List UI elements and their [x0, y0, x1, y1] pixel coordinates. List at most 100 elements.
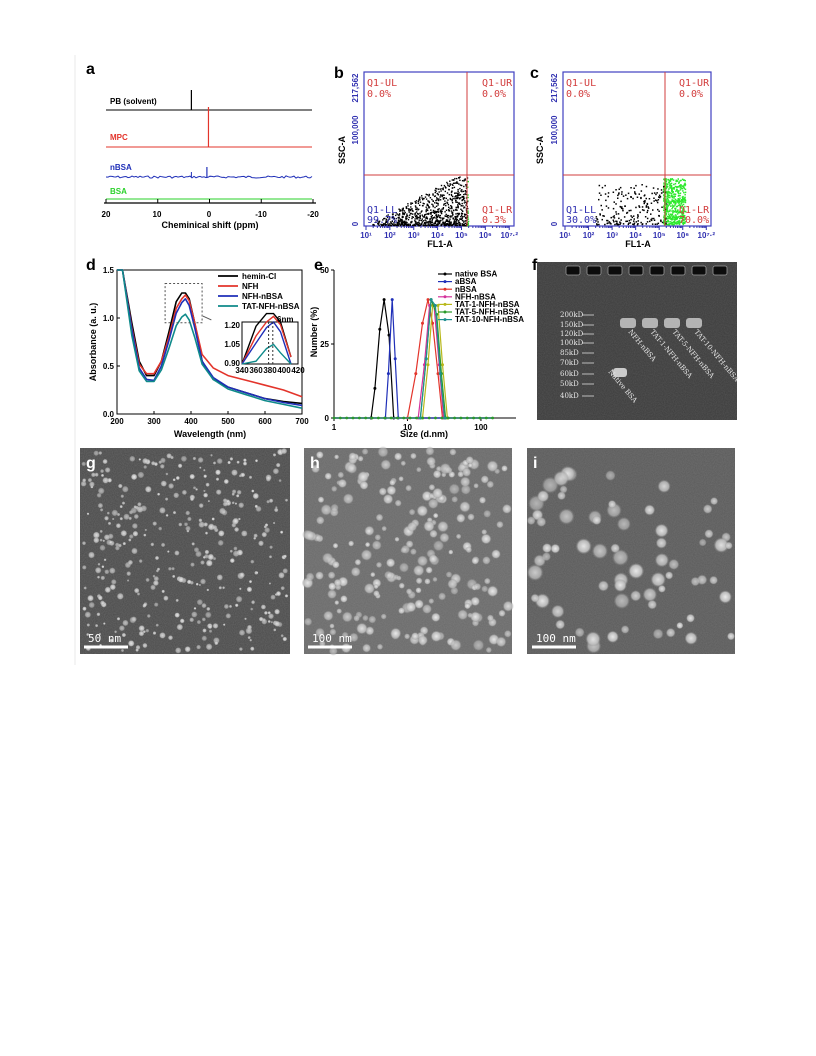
- flow-event: [625, 194, 627, 196]
- flow-event: [670, 223, 672, 225]
- flow-event: [674, 209, 677, 211]
- flow-event: [421, 210, 423, 212]
- flow-event: [384, 217, 386, 220]
- flow-event: [443, 204, 445, 206]
- flow-event: [638, 193, 640, 195]
- flow-event: [463, 202, 466, 204]
- flow-event: [663, 186, 665, 188]
- flow-event: [376, 219, 378, 222]
- e-baseline-point: [427, 416, 431, 420]
- flow-event: [661, 206, 663, 208]
- flow-event: [459, 187, 461, 190]
- d-inset-line: [241, 312, 292, 365]
- flow-event: [627, 223, 630, 226]
- flow-event: [675, 179, 677, 182]
- flow-event: [669, 216, 672, 219]
- flow-event: [656, 200, 658, 202]
- flow-event: [385, 218, 388, 220]
- flow-event: [467, 220, 470, 223]
- flow-event: [607, 192, 610, 194]
- flow-event: [378, 224, 380, 226]
- flow-event: [673, 215, 675, 217]
- flow-event: [410, 212, 412, 215]
- flow-event: [679, 200, 682, 202]
- flow-event: [415, 208, 418, 211]
- flow-event: [398, 216, 400, 218]
- flow-event: [464, 224, 466, 226]
- flow-event: [461, 213, 463, 215]
- flow-event: [650, 202, 653, 204]
- b-q-ul: Q1-UL: [367, 78, 397, 89]
- flow-event: [436, 197, 438, 199]
- flow-event: [454, 192, 456, 194]
- flow-event: [423, 203, 425, 205]
- flow-event: [389, 216, 391, 218]
- e-data-point: [414, 372, 418, 376]
- flow-event: [435, 187, 437, 190]
- flow-event: [637, 220, 639, 222]
- flow-event: [455, 182, 457, 184]
- flow-event: [665, 179, 667, 181]
- e-ytick-label: 25: [320, 340, 329, 349]
- flow-event: [462, 224, 464, 227]
- flow-event: [679, 180, 681, 182]
- flow-event: [442, 208, 444, 210]
- nmr-trace: [105, 175, 313, 179]
- flow-event: [595, 220, 597, 222]
- e-baseline-point: [377, 416, 380, 420]
- gel-well: [628, 265, 644, 276]
- flow-event: [464, 179, 466, 181]
- flow-event: [388, 218, 391, 220]
- flow-event: [680, 221, 682, 223]
- flow-event: [408, 208, 410, 210]
- flow-event: [411, 220, 413, 223]
- flow-event: [460, 216, 462, 218]
- flow-event: [439, 214, 441, 217]
- flow-event: [649, 220, 651, 223]
- flow-event: [675, 205, 678, 208]
- flow-event: [414, 223, 417, 225]
- flow-event: [421, 218, 423, 220]
- panel-g-label: g: [86, 455, 96, 472]
- flow-event: [615, 220, 617, 222]
- flow-event: [455, 219, 457, 221]
- gel-band-conjugate: [620, 318, 636, 328]
- flow-event: [679, 192, 682, 194]
- flow-event: [412, 224, 414, 226]
- flow-event: [415, 220, 417, 223]
- flow-event: [653, 200, 655, 202]
- flow-event: [462, 190, 465, 193]
- flow-event: [679, 187, 682, 189]
- flow-event: [453, 219, 456, 221]
- e-legend-label: native BSA: [455, 270, 497, 279]
- flow-event: [613, 217, 616, 219]
- gel-well: [649, 265, 665, 276]
- flow-event: [435, 217, 437, 219]
- flow-event: [465, 193, 467, 196]
- e-xlabel: Size (d.nm): [400, 429, 448, 439]
- flow-event: [612, 216, 614, 218]
- flow-event: [667, 191, 669, 193]
- flow-event: [653, 217, 655, 220]
- d-inset-line: [241, 315, 292, 365]
- trace-label-bsa: BSA: [110, 187, 127, 196]
- flow-event: [601, 186, 604, 189]
- flow-event: [676, 223, 678, 225]
- flow-event: [454, 182, 456, 184]
- e-baseline-point: [370, 416, 374, 420]
- flow-event: [459, 176, 461, 178]
- flow-event: [463, 180, 465, 182]
- flow-event: [402, 212, 404, 214]
- flow-event: [442, 198, 445, 200]
- flow-event: [676, 199, 678, 202]
- flow-event: [450, 224, 453, 227]
- flow-event: [677, 186, 680, 188]
- flow-event: [620, 200, 622, 203]
- flow-event: [680, 203, 683, 205]
- flow-event: [668, 194, 671, 197]
- flow-event: [433, 210, 435, 213]
- d-xlabel: Wavelength (nm): [174, 429, 246, 439]
- flow-event: [434, 189, 436, 191]
- flow-event: [399, 220, 401, 222]
